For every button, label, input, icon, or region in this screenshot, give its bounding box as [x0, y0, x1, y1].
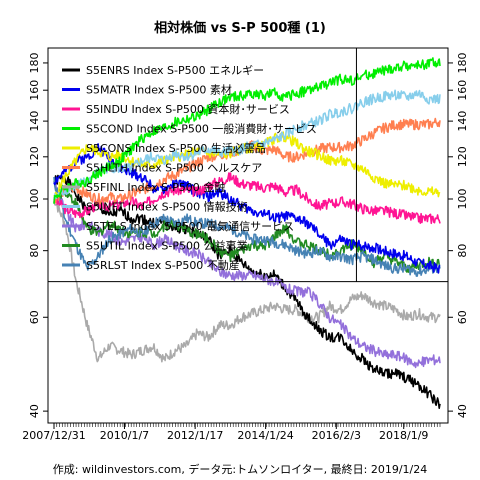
y-tick-label-right: 140: [456, 111, 469, 132]
legend-label: S5ENRS Index S-P500 エネルギー: [86, 64, 264, 77]
series-line: [53, 131, 441, 198]
x-tick-label: 2007/12/31: [22, 429, 85, 442]
series-lines: [53, 57, 441, 410]
legend-label: S5CONS Index S-P500 生活必需品: [86, 141, 266, 155]
y-tick-label-right: 60: [456, 310, 469, 324]
legend-label: S5INFT Index S-P500 情報技術: [86, 201, 248, 214]
chart-caption: 作成: wildinvestors.com, データ元:トムソンロイター, 最終…: [53, 462, 427, 476]
y-tick-label-left: 120: [28, 146, 41, 167]
series-line: [53, 180, 441, 369]
y-tick-label-left: 80: [28, 244, 41, 258]
y-tick-label-right: 80: [456, 244, 469, 258]
y-tick-label-right: 180: [456, 52, 469, 73]
y-tick-label-left: 60: [28, 310, 41, 324]
legend-label: S5RLST Index S-P500 不動産: [86, 258, 240, 272]
x-tick-label: 2012/1/17: [167, 429, 223, 442]
reference-lines: [48, 48, 448, 283]
y-tick-label-left: 100: [28, 189, 41, 210]
y-tick-label-right: 40: [456, 404, 469, 418]
legend-label: S5INDU Index S-P500 資本財･サービス: [86, 102, 290, 116]
y-axis-right: 40 60 80 100 120 140 160 180: [448, 52, 469, 418]
y-tick-label-left: 40: [28, 404, 41, 418]
series-line: [53, 89, 441, 201]
y-tick-label-right: 160: [456, 80, 469, 101]
legend-label: S5MATR Index S-P500 素材: [86, 83, 232, 97]
plot-frame: [47, 47, 449, 424]
x-tick-label: 2014/1/24: [237, 429, 293, 442]
y-tick-label-left: 140: [28, 111, 41, 132]
series-line: [53, 176, 441, 277]
y-tick-label-right: 100: [456, 189, 469, 210]
legend-label: S5HLTH Index S-P500 ヘルスケア: [86, 162, 262, 175]
series-line: [53, 198, 441, 363]
legend-label: S5UTIL Index S-P500 公益事業: [86, 239, 247, 253]
y-tick-label-left: 180: [28, 52, 41, 73]
x-axis: 2007/12/31 2010/1/7 2012/1/17 2014/1/24 2016…: [22, 423, 441, 442]
legend-label: S5FINL Index S-P500 金融: [86, 180, 225, 194]
series-line: [53, 172, 441, 225]
x-tick-label: 2010/1/7: [100, 429, 149, 442]
y-tick-label-left: 160: [28, 80, 41, 101]
chart-title: 相対株価 vs S-P 500種 (1): [154, 20, 326, 36]
y-axis-left: 40 60 80 100 120 140 160 180: [28, 52, 48, 418]
x-tick-label: 2016/2/3: [312, 429, 361, 442]
legend-label: S5COND Index S-P500 一般消費財･サービス: [86, 122, 317, 136]
legend-label: S5TELS Index S-P500 電気通信サービス: [86, 219, 294, 233]
x-tick-label: 2018/1/9: [379, 429, 428, 442]
legend: S5ENRS Index S-P500 エネルギー S5MATR Index S-…: [62, 64, 317, 272]
series-line: [53, 57, 441, 204]
y-tick-label-right: 120: [456, 146, 469, 167]
